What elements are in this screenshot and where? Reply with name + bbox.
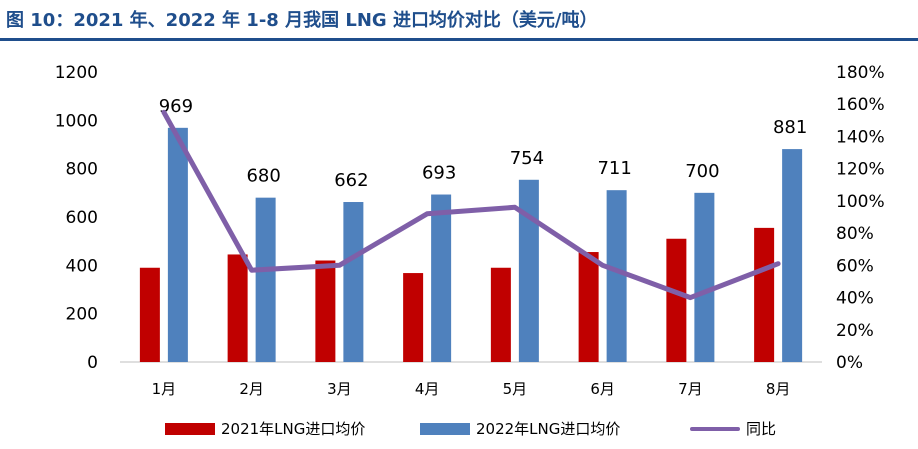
y-right-tick-label: 160% [836,95,885,115]
x-tick-label: 8月 [766,380,791,398]
y-right-tick-label: 40% [836,289,874,309]
chart-title: 图 10：2021 年、2022 年 1-8 月我国 LNG 进口均价对比（美元… [6,10,598,31]
bar-2022 [606,190,627,362]
data-label-2022: 881 [773,117,807,138]
title-rule [0,38,918,41]
bar-2021 [578,252,599,362]
bar-2021 [754,227,775,362]
y-left-tick-label: 800 [66,160,98,180]
data-label-2022: 711 [597,158,631,179]
y-right-tick-label: 120% [836,160,885,180]
x-tick-label: 6月 [590,380,615,398]
bar-2021 [139,267,160,362]
legend-label-2022: 2022年LNG进口均价 [476,420,621,438]
legend-swatch-2021 [165,422,215,435]
y-left-tick-label: 1200 [55,63,98,83]
x-tick-label: 5月 [503,380,528,398]
legend: 2021年LNG进口均价 2022年LNG进口均价 同比 [0,418,918,442]
bar-2022 [694,192,715,362]
bar-2021 [403,273,424,362]
y-left-tick-label: 0 [87,353,98,373]
data-label-2022: 754 [510,148,544,169]
bar-2022 [255,197,276,362]
data-label-2022: 693 [422,163,456,184]
legend-item-2022: 2022年LNG进口均价 [420,418,620,439]
chart: 0 200 400 600 800 1000 1200 0% 20% 40% 60% 80% 100% 1… [55,63,885,398]
legend-item-yoy: 同比 [690,418,776,439]
data-label-2022: 662 [334,170,368,191]
y-right-tick-label: 20% [836,321,874,341]
bar-2022 [782,149,803,362]
yoy-line [161,109,781,301]
bar-2021 [315,260,336,362]
data-label-2022: 680 [246,166,280,187]
y-right-tick-label: 60% [836,256,874,276]
data-label-2022: 969 [159,96,193,117]
y-right-tick-label: 180% [836,63,885,83]
bar-2021 [227,254,248,362]
bar-2021 [490,267,511,362]
y-left-tick-label: 200 [66,305,98,325]
y-right-tick-label: 140% [836,127,885,147]
bar-2022 [343,202,364,362]
x-tick-label: 1月 [152,380,177,398]
legend-swatch-yoy [690,426,740,431]
y-left-tick-label: 400 [66,256,98,276]
y-right-tick-label: 100% [836,192,885,212]
x-tick-label: 7月 [678,380,703,398]
bar-2022 [518,179,539,362]
legend-label-yoy: 同比 [746,420,777,438]
bar-2021 [666,238,687,362]
y-left-tick-label: 600 [66,208,98,228]
y-left-tick-label: 1000 [55,111,98,131]
bar-2022 [167,127,188,362]
bar-2022 [431,194,452,362]
y-right-tick-label: 80% [836,224,874,244]
data-label-2022: 700 [685,161,719,182]
legend-swatch-2022 [420,422,470,435]
x-tick-label: 4月 [415,380,440,398]
legend-item-2021: 2021年LNG进口均价 [165,418,365,439]
x-tick-label: 3月 [327,380,352,398]
x-tick-label: 2月 [239,380,264,398]
legend-label-2021: 2021年LNG进口均价 [221,420,366,438]
y-right-tick-label: 0% [836,353,863,373]
